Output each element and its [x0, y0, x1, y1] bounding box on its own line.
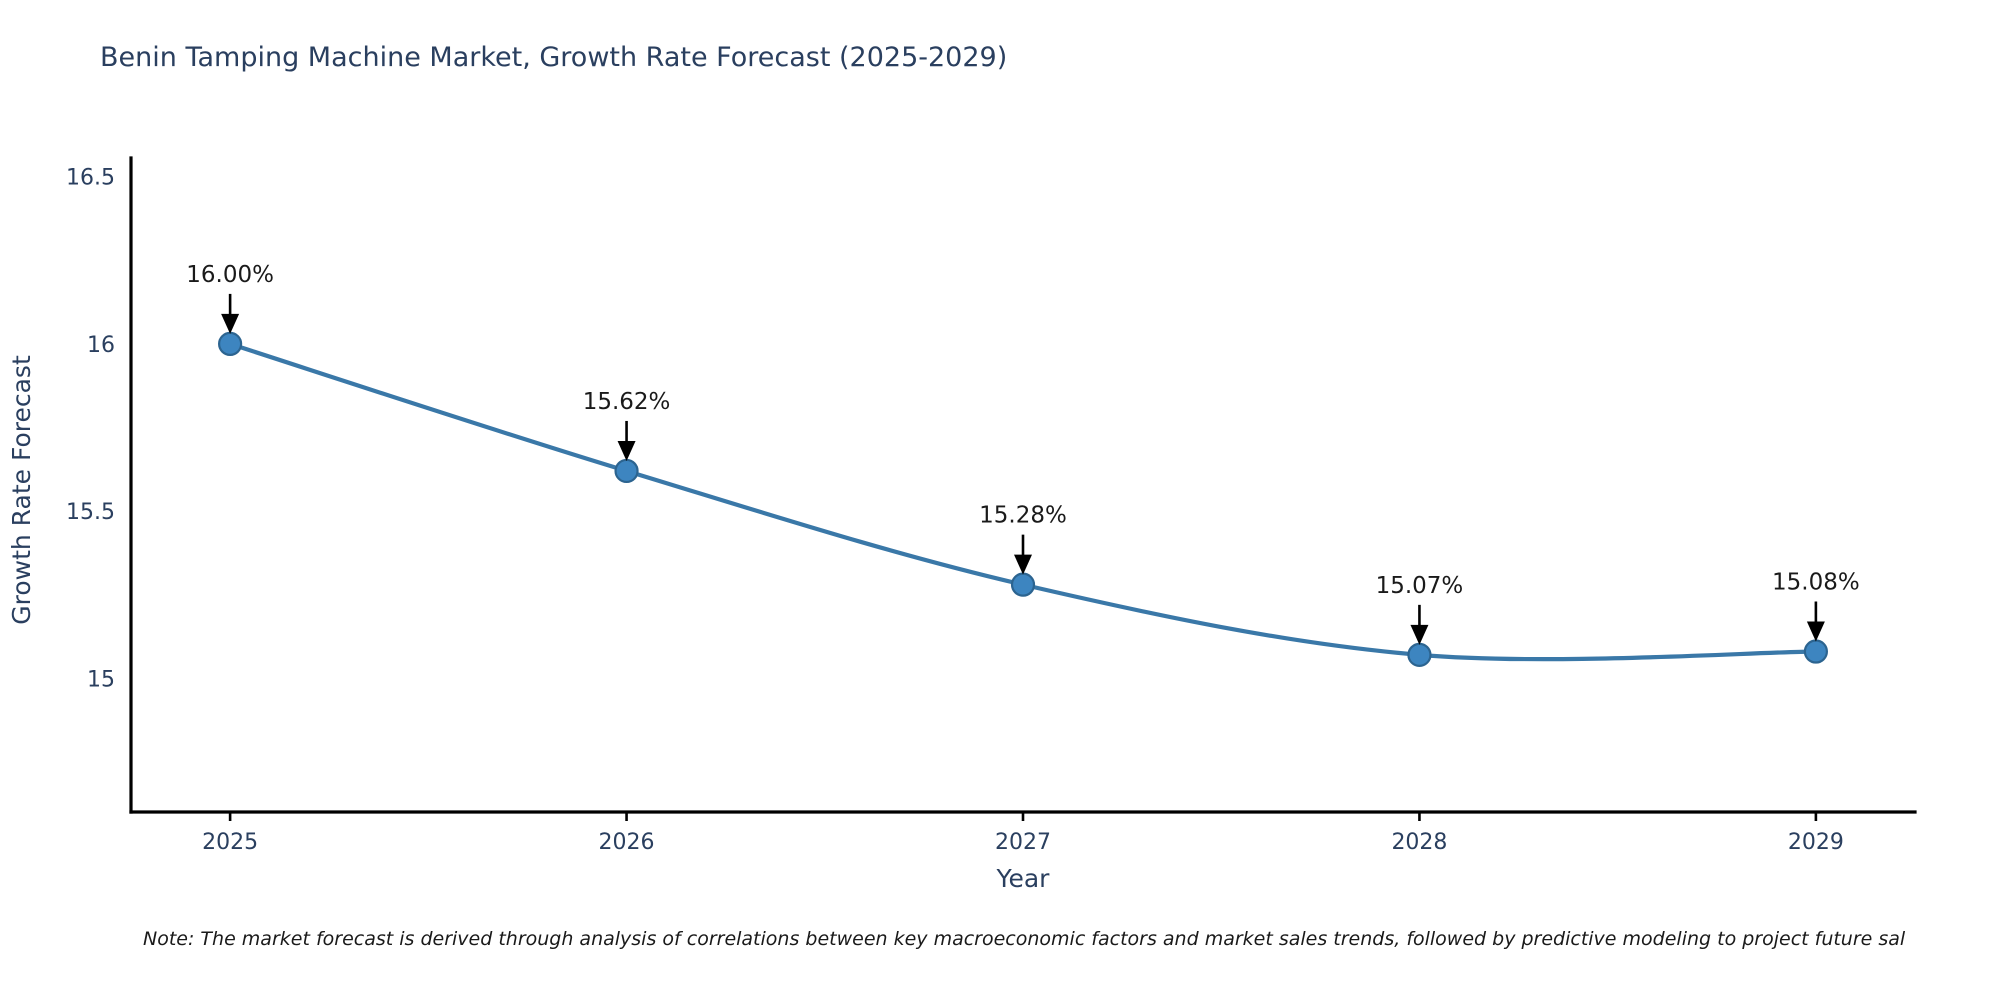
data-point-markers [218, 331, 1828, 667]
data-point-label: 15.07% [1376, 573, 1464, 599]
x-axis-tick-labels: 2025 2026 2027 2028 2029 [202, 812, 1844, 855]
x-tick-label: 2027 [995, 830, 1051, 855]
data-point-marker [1803, 639, 1828, 664]
data-point-marker [218, 331, 243, 356]
y-tick-label: 15.5 [66, 500, 115, 525]
data-point-marker [1010, 572, 1036, 597]
annotation-arrow-head [1806, 621, 1825, 642]
x-axis-title: Year [996, 864, 1051, 893]
annotation-arrow-head [617, 440, 636, 461]
annotation-arrow-head [1014, 554, 1032, 575]
y-tick-label: 16.5 [66, 166, 115, 191]
data-point-marker [614, 458, 639, 484]
footnote-note: Note: The market forecast is derived thr… [143, 928, 1906, 950]
annotation-arrow-head [1410, 624, 1429, 645]
y-axis-tick-labels: 16.5 16 15.5 15 [66, 166, 115, 693]
data-point-label: 15.62% [583, 389, 671, 415]
y-tick-label: 16 [87, 333, 115, 358]
x-tick-label: 2025 [202, 830, 258, 855]
annotation-arrow-head [221, 313, 240, 334]
data-point-label: 15.08% [1772, 570, 1860, 596]
data-point-label: 16.00% [186, 262, 274, 288]
x-tick-label: 2029 [1788, 830, 1844, 855]
chart-title: Benin Tamping Machine Market, Growth Rat… [100, 42, 1007, 73]
data-point-marker [1407, 642, 1432, 667]
y-tick-label: 15 [87, 667, 115, 692]
data-point-annotations: 16.00% 15.62% 15.28% 15.07% 15.08% [186, 262, 1860, 645]
data-point-label: 15.28% [979, 503, 1067, 529]
x-tick-label: 2026 [599, 830, 655, 855]
x-tick-label: 2028 [1391, 830, 1447, 855]
y-axis-title: Growth Rate Forecast [7, 355, 36, 625]
